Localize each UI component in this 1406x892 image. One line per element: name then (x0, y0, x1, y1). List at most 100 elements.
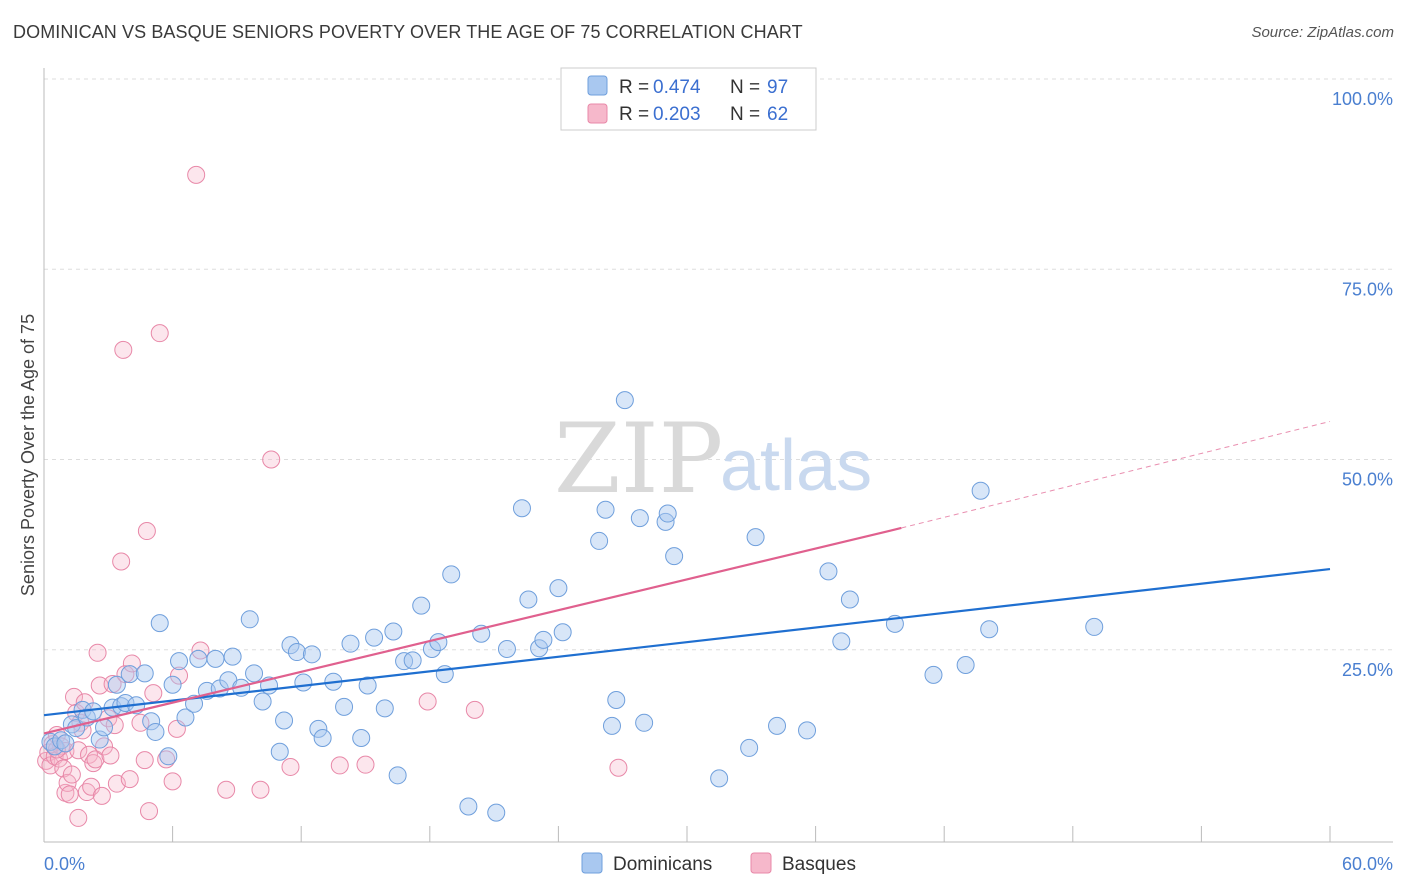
dominicans-point (549, 579, 568, 598)
dominicans-points (41, 391, 1104, 822)
basques-point (86, 750, 105, 769)
axes (43, 68, 1393, 843)
dominicans-point (107, 675, 126, 694)
dominicans-point (275, 711, 294, 730)
dominicans-point (665, 547, 684, 566)
legend-r-value-1: 0.474 (653, 77, 701, 98)
legend-swatch-dominicans (587, 75, 608, 96)
basques-point (88, 643, 107, 662)
chart-title: DOMINICAN VS BASQUE SENIORS POVERTY OVER… (13, 22, 803, 42)
basques-point (262, 450, 281, 469)
dominicans-point (487, 803, 506, 822)
dominicans-point (206, 649, 225, 668)
dominicans-point (313, 729, 332, 748)
dominicans-point (146, 722, 165, 741)
trend-lines (43, 420, 1331, 735)
dominicans-point (375, 699, 394, 718)
dominicans-point (287, 643, 306, 662)
dominicans-point (281, 636, 300, 655)
x-tick-label-max: 60.0% (1342, 854, 1393, 874)
dominicans-point (84, 702, 103, 721)
basques-point (114, 340, 133, 359)
basques-point (356, 755, 375, 774)
x-tick-marks (43, 826, 1331, 842)
basques-point (140, 802, 159, 821)
dominicans-point (615, 391, 634, 410)
bottom-legend-swatch-basques (750, 852, 772, 874)
y-tick-label: 100.0% (1332, 89, 1393, 109)
dominicans-point (335, 697, 354, 716)
dominicans-point (530, 639, 549, 658)
basques-point (217, 780, 236, 799)
dominicans-trend-line (43, 567, 1331, 717)
y-tick-label: 75.0% (1342, 279, 1393, 299)
dominicans-point (710, 769, 729, 788)
dominicans-point (365, 628, 384, 647)
dominicans-point (956, 655, 975, 674)
bottom-legend: Dominicans Basques (581, 852, 856, 875)
basques-point (144, 684, 163, 703)
y-tick-labels: 25.0% 50.0% 75.0% 100.0% (1332, 89, 1393, 680)
dominicans-point (630, 509, 649, 528)
basques-point (330, 756, 349, 775)
bottom-legend-dominicans: Dominicans (613, 854, 712, 875)
dominicans-point (658, 504, 677, 523)
dominicans-point (497, 639, 516, 658)
dominicans-point (403, 651, 422, 670)
legend-n-value-1: 97 (767, 77, 788, 98)
basques-point (65, 687, 84, 706)
gridlines (44, 78, 1393, 651)
legend-n-value-2: 62 (767, 104, 788, 125)
dominicans-point (924, 665, 943, 684)
dominicans-point (294, 673, 313, 692)
dominicans-point (971, 481, 990, 500)
dominicans-point (302, 645, 321, 664)
y-tick-label: 50.0% (1342, 470, 1393, 490)
y-tick-label: 25.0% (1342, 660, 1393, 680)
dominicans-point (553, 623, 572, 642)
dominicans-point (635, 713, 654, 732)
watermark-atlas: atlas (720, 426, 872, 506)
dominicans-point (746, 528, 765, 547)
basques-point (281, 757, 300, 776)
dominicans-point (512, 499, 531, 518)
y-axis-label: Seniors Poverty Over the Age of 75 (18, 314, 38, 596)
basques-point (187, 165, 206, 184)
basques-point (157, 750, 176, 769)
x-tick-label-min: 0.0% (44, 854, 85, 874)
basques-trend-extension (901, 420, 1331, 529)
legend: R = 0.474 N = 97 R = 0.203 N = 62 (560, 67, 817, 131)
legend-r-label-2: R = (619, 104, 649, 125)
dominicans-point (840, 590, 859, 609)
dominicans-point (429, 633, 448, 652)
dominicans-point (798, 721, 817, 740)
dominicans-point (740, 738, 759, 757)
dominicans-point (607, 690, 626, 709)
basques-point (150, 324, 169, 343)
dominicans-point (602, 716, 621, 735)
dominicans-point (534, 630, 553, 649)
dominicans-point (358, 676, 377, 695)
dominicans-point (56, 734, 75, 753)
bottom-legend-basques: Basques (782, 854, 856, 875)
dominicans-point (176, 708, 195, 727)
dominicans-point (384, 622, 403, 641)
legend-swatch-basques (587, 103, 608, 124)
dominicans-point (253, 692, 272, 711)
basques-point (609, 758, 628, 777)
basques-point (120, 770, 139, 789)
basques-point (465, 700, 484, 719)
legend-r-value-2: 0.203 (653, 104, 701, 125)
basques-trend-line (43, 526, 902, 735)
dominicans-point (1085, 617, 1104, 636)
dominicans-point (142, 712, 161, 731)
basques-points (37, 165, 628, 827)
dominicans-point (819, 562, 838, 581)
dominicans-point (163, 675, 182, 694)
basques-point (170, 666, 189, 685)
dominicans-point (159, 747, 178, 766)
watermark-zip: ZIP (554, 403, 723, 515)
dominicans-point (189, 649, 208, 668)
basques-point (112, 552, 131, 571)
dominicans-point (245, 664, 264, 683)
